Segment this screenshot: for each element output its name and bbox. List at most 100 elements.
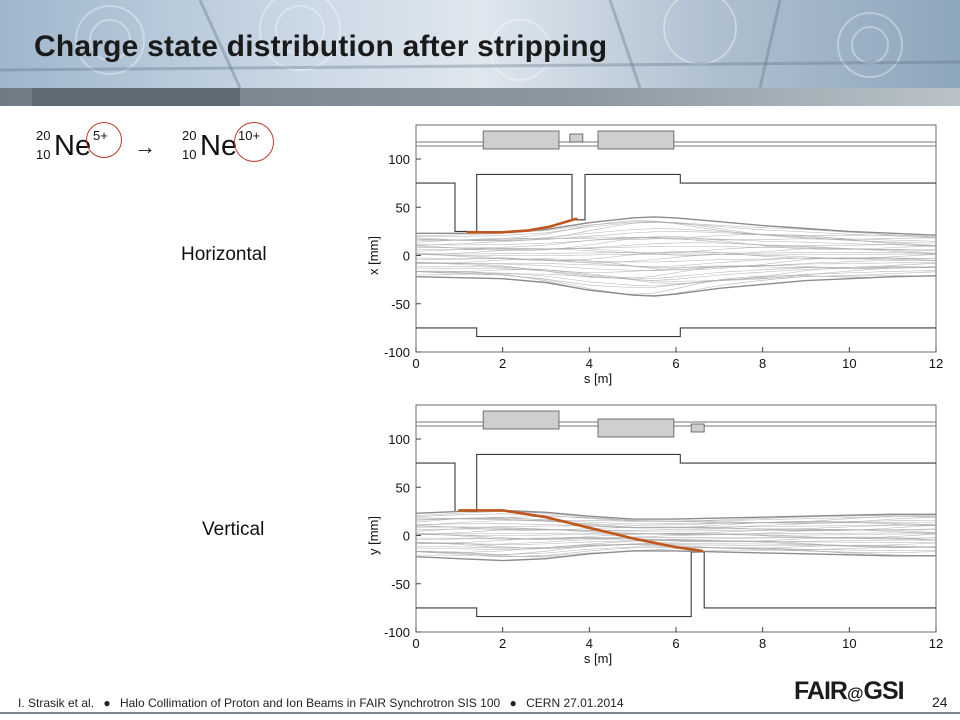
beam-particle-trajectory: [416, 547, 937, 558]
y-tick-label: 0: [403, 529, 410, 544]
beam-particle-trajectory: [415, 270, 937, 287]
final-nuclide: 20 10 Ne 10+: [182, 122, 292, 168]
magnet-element: [597, 130, 675, 150]
header-band: [0, 88, 960, 106]
reaction-arrow: →: [134, 134, 156, 159]
magnet-element: [569, 133, 584, 143]
initial-charge-ring: [86, 122, 122, 158]
y-tick-label: 0: [403, 249, 410, 264]
beam-envelope-lower: [415, 275, 937, 297]
stripped-ion-trajectory: [466, 217, 578, 234]
x-tick-label: 6: [672, 636, 679, 651]
beam-particle-trajectory: [415, 257, 937, 271]
beam-particle-trajectory: [416, 222, 937, 239]
beam-envelope-lower: [415, 550, 936, 562]
beam-particle-trajectory: [416, 262, 937, 279]
x-tick-label: 0: [412, 636, 419, 651]
beam-particle-trajectory: [415, 526, 937, 531]
page-number: 24: [932, 694, 948, 710]
y-tick-label: 100: [388, 432, 410, 447]
beam-particle-trajectory: [415, 236, 937, 251]
horizontal-label: Horizontal: [181, 244, 267, 265]
fair-gsi-logo: FAIR@GSI: [794, 677, 905, 706]
footer-authors: I. Strasik et al.: [18, 696, 95, 710]
x-tick-label: 12: [929, 356, 943, 371]
aperture-upper: [416, 173, 936, 232]
beam-particle-trajectory: [416, 540, 937, 549]
beam-particle-trajectory: [415, 539, 937, 549]
beam-particle-trajectory: [415, 532, 937, 540]
y-tick-label: -100: [384, 345, 410, 360]
beam-particle-trajectory: [415, 267, 936, 282]
magnet-element: [482, 130, 560, 150]
magnet-element: [597, 418, 675, 438]
y-axis-label: y [mm]: [366, 516, 381, 555]
x-axis-label: s [m]: [584, 371, 612, 386]
logo-at: @: [846, 684, 864, 703]
magnet-element: [690, 423, 705, 433]
x-tick-label: 0: [412, 356, 419, 371]
logo-fair: FAIR: [794, 677, 848, 705]
footer-separator-1: ●: [103, 696, 111, 710]
beam-particle-trajectory: [415, 228, 937, 242]
footer-talk: Halo Collimation of Proton and Ion Beams…: [119, 696, 501, 710]
x-tick-label: 4: [586, 636, 593, 651]
footer-text: I. Strasik et al. ● Halo Collimation of …: [18, 696, 624, 710]
x-tick-label: 10: [842, 356, 856, 371]
beam-particle-trajectory: [415, 513, 936, 522]
y-tick-label: 50: [396, 480, 410, 495]
vertical-plot: -100 -50 0 50 100 0 2 4 6 8 10 12 s [m] y [mm]: [366, 404, 943, 666]
magnet-element: [482, 410, 560, 430]
logo-gsi: GSI: [863, 677, 905, 705]
beam-particle-trajectory: [415, 517, 937, 525]
beam-particle-trajectory: [415, 518, 937, 526]
beam-particle-trajectory: [415, 271, 937, 288]
x-tick-label: 2: [499, 356, 506, 371]
y-tick-label: 100: [388, 152, 410, 167]
y-tick-label: -100: [384, 625, 410, 640]
x-tick-label: 8: [759, 356, 766, 371]
header-banner: Charge state distribution after strippin…: [0, 0, 960, 88]
beam-particle-trajectory: [415, 252, 937, 255]
beam-particle-trajectory: [415, 251, 937, 261]
initial-mass-number: 20: [36, 128, 51, 143]
x-tick-label: 2: [499, 636, 506, 651]
footer-venue: CERN 27.01.2014: [526, 696, 624, 710]
aperture-lower: [416, 327, 936, 338]
initial-charge: 5+: [93, 128, 108, 143]
stripped-ion-trajectory: [458, 509, 704, 553]
x-tick-label: 4: [586, 356, 593, 371]
footer-rule: [0, 712, 960, 714]
vertical-label: Vertical: [202, 519, 265, 540]
beam-particle-trajectory: [415, 270, 937, 295]
beam-particle-trajectory: [415, 231, 937, 244]
x-tick-label: 8: [759, 636, 766, 651]
final-charge: 10+: [238, 128, 261, 143]
x-tick-label: 6: [672, 356, 679, 371]
header-band-accent: [32, 88, 240, 106]
beam-particle-trajectory: [415, 242, 936, 250]
initial-atomic-number: 10: [36, 147, 51, 162]
beam-particle-trajectory: [415, 533, 936, 536]
beam-particle-trajectory: [415, 220, 937, 241]
y-tick-label: -50: [391, 577, 410, 592]
final-symbol: Ne: [200, 130, 238, 162]
beam-particle-trajectory: [415, 260, 937, 268]
final-mass-number: 20: [182, 128, 197, 143]
initial-symbol: Ne: [54, 130, 92, 162]
beam-particle-trajectory: [416, 536, 937, 544]
beam-particle-trajectory: [415, 544, 937, 556]
beam-particle-trajectory: [415, 538, 937, 545]
beam-particle-trajectory: [415, 236, 937, 249]
y-axis-label: x [mm]: [366, 236, 381, 275]
final-atomic-number: 10: [182, 147, 197, 162]
beam-particle-trajectory: [415, 253, 937, 256]
final-charge-ring: [234, 122, 274, 162]
horizontal-plot: -100 -50 0 50 100 0 2 4 6 8 10 12 s [m] x [mm]: [366, 124, 943, 386]
x-axis-label: s [m]: [584, 651, 612, 666]
header-texture: [0, 0, 960, 88]
x-tick-label: 10: [842, 636, 856, 651]
slide-title: Charge state distribution after strippin…: [34, 30, 608, 63]
y-tick-label: 50: [396, 200, 410, 215]
x-tick-label: 12: [929, 636, 943, 651]
